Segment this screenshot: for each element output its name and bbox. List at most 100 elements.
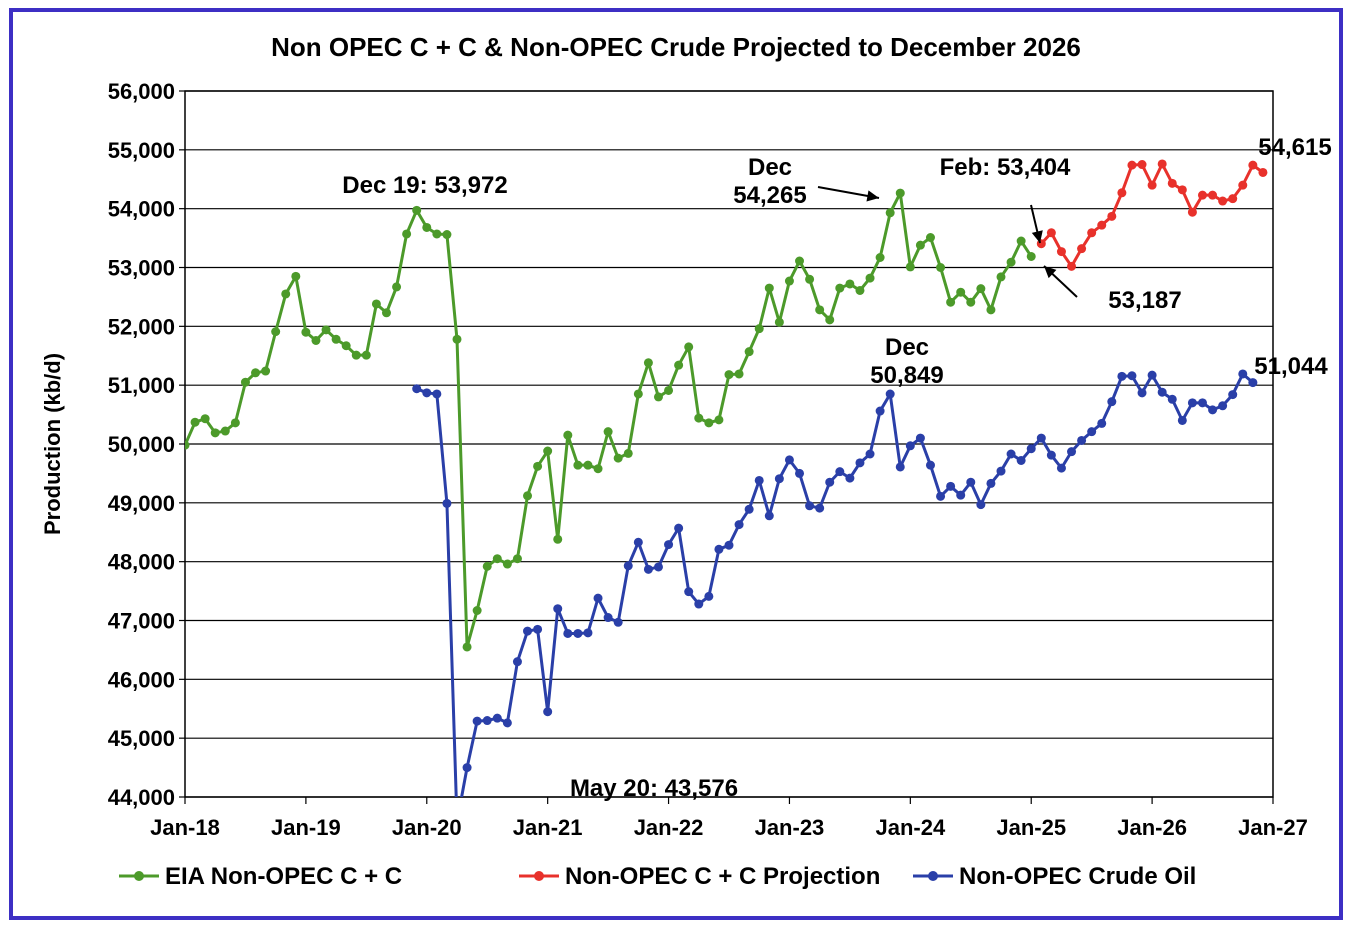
data-point — [472, 605, 482, 615]
data-point — [1157, 387, 1167, 397]
chart-frame: Non OPEC C + C & Non-OPEC Crude Projecte… — [9, 8, 1343, 920]
data-point — [291, 271, 301, 281]
data-point — [1067, 447, 1077, 457]
annotation-label: 51,044 — [1254, 353, 1328, 380]
data-point — [1006, 257, 1016, 267]
data-point — [1197, 398, 1207, 408]
data-point — [613, 617, 623, 627]
data-point — [784, 276, 794, 286]
data-point — [1238, 180, 1248, 190]
data-point — [1056, 247, 1066, 257]
data-point — [684, 342, 694, 352]
annotation-label: Dec 50,849 — [870, 334, 943, 389]
data-point — [835, 283, 845, 293]
data-point — [1097, 220, 1107, 230]
data-point — [623, 448, 633, 458]
data-point — [704, 418, 714, 428]
data-point — [230, 418, 240, 428]
legend-swatch-marker — [928, 871, 938, 881]
data-point — [674, 523, 684, 533]
data-point — [200, 414, 210, 424]
data-point — [915, 433, 925, 443]
data-point — [825, 477, 835, 487]
y-tick-label: 46,000 — [108, 667, 175, 692]
data-point — [895, 462, 905, 472]
data-point — [986, 305, 996, 315]
data-point — [1197, 190, 1207, 200]
series-line — [185, 191, 1033, 649]
data-point — [1167, 394, 1177, 404]
annotation-label: Dec 54,265 — [733, 154, 806, 209]
data-point — [502, 718, 512, 728]
data-point — [1157, 159, 1167, 169]
data-point — [734, 369, 744, 379]
data-point — [905, 262, 915, 272]
data-point — [1147, 180, 1157, 190]
data-point — [1067, 261, 1077, 271]
data-point — [553, 534, 563, 544]
data-point — [563, 628, 573, 638]
x-axis-ticks: Jan-18 Jan-19 Jan-20 Jan-21 Jan-22 Jan-23 Jan-… — [150, 797, 1308, 840]
data-point — [664, 540, 674, 550]
data-point — [1238, 369, 1248, 379]
data-point — [1208, 405, 1218, 415]
data-point — [311, 335, 321, 345]
data-point — [674, 360, 684, 370]
data-point — [381, 308, 391, 318]
data-point — [613, 453, 623, 463]
data-point — [442, 230, 452, 240]
data-point — [482, 716, 492, 726]
data-point — [462, 763, 472, 773]
y-tick-label: 54,000 — [108, 197, 175, 222]
data-point — [815, 503, 825, 513]
data-point — [875, 406, 885, 416]
data-point — [523, 491, 533, 501]
data-point — [855, 458, 865, 468]
annotation-label: May 20: 43,576 — [570, 775, 738, 802]
data-point — [976, 500, 986, 510]
data-point — [422, 388, 432, 398]
data-point — [1087, 228, 1097, 238]
annotation-label: 53,187 — [1108, 287, 1181, 314]
y-tick-label: 51,000 — [108, 373, 175, 398]
data-point — [321, 325, 331, 335]
data-point — [553, 604, 563, 614]
data-point — [774, 317, 784, 327]
data-point — [1228, 390, 1238, 400]
arrow-head — [1031, 230, 1043, 243]
x-tick-label: Jan-19 — [271, 815, 341, 840]
data-point — [936, 263, 946, 272]
data-point — [1077, 244, 1087, 254]
data-point — [563, 430, 573, 440]
x-tick-label: Jan-23 — [755, 815, 825, 840]
data-point — [482, 561, 492, 571]
data-point — [1046, 450, 1056, 460]
data-point — [1117, 371, 1127, 381]
x-tick-label: Jan-25 — [996, 815, 1066, 840]
data-point — [1177, 415, 1187, 425]
data-point — [281, 289, 291, 299]
data-point — [1177, 185, 1187, 195]
data-point — [865, 449, 875, 459]
data-point — [573, 460, 583, 470]
x-tick-label: Jan-21 — [513, 815, 583, 840]
data-point — [946, 481, 956, 491]
x-tick-label: Jan-27 — [1238, 815, 1308, 840]
data-point — [543, 707, 553, 717]
data-point — [764, 511, 774, 521]
data-point — [956, 287, 966, 297]
data-point — [744, 504, 754, 514]
data-point — [784, 455, 794, 465]
data-point — [633, 537, 643, 547]
data-point — [240, 377, 250, 387]
data-point — [1137, 160, 1147, 170]
x-tick-label: Jan-24 — [875, 815, 945, 840]
data-point — [653, 392, 663, 402]
legend-label: Non-OPEC C + C Projection — [565, 863, 880, 890]
data-point — [220, 426, 230, 436]
data-point — [925, 232, 935, 242]
data-point — [1248, 160, 1258, 170]
data-point — [190, 417, 200, 427]
data-point — [633, 389, 643, 399]
data-point — [724, 370, 734, 380]
